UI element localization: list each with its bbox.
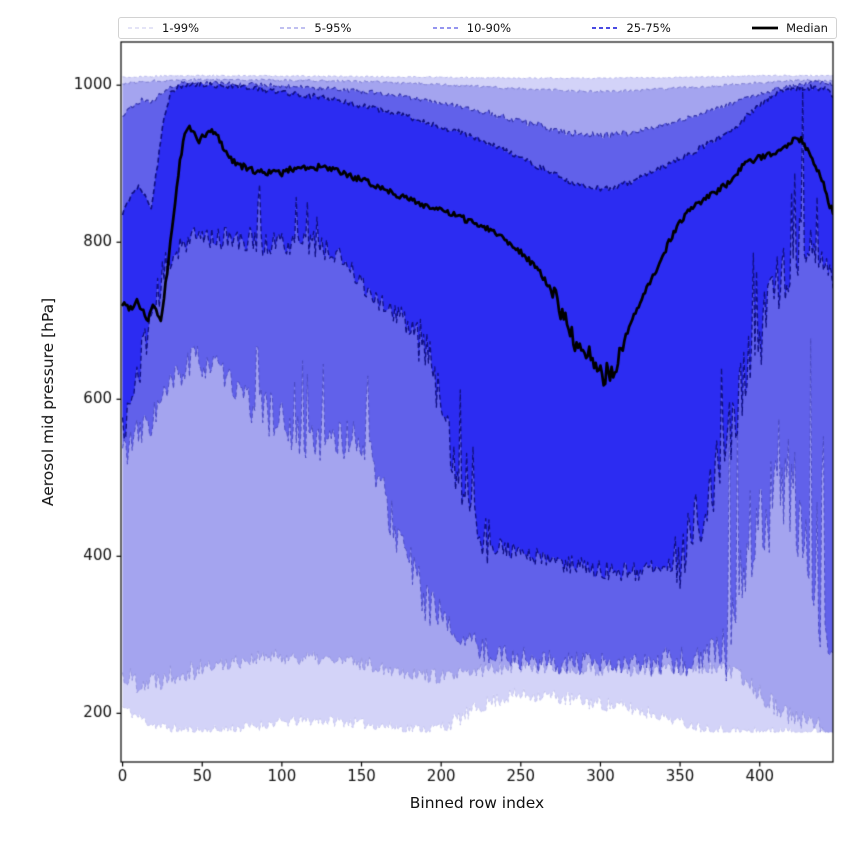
legend-line-sample-5-95 bbox=[280, 27, 307, 29]
legend-item-10-90: 10-90% bbox=[432, 21, 511, 35]
legend-label-25-75: 25-75% bbox=[626, 21, 671, 35]
legend-label-1-99: 1-99% bbox=[162, 21, 200, 35]
legend: 1-99% 5-95% 10-90% 25-75% Median bbox=[118, 17, 837, 39]
legend-label-median: Median bbox=[786, 21, 828, 35]
legend-line-sample-1-99 bbox=[128, 27, 154, 29]
legend-item-1-99: 1-99% bbox=[127, 21, 199, 35]
legend-line-sample-median bbox=[752, 26, 779, 30]
legend-line-sample-25-75 bbox=[592, 27, 619, 29]
legend-line-sample-10-90 bbox=[432, 27, 459, 29]
y-axis-label: Aerosol mid pressure [hPa] bbox=[39, 297, 57, 507]
legend-label-5-95: 5-95% bbox=[314, 21, 352, 35]
x-axis-label: Binned row index bbox=[409, 794, 545, 812]
legend-item-median: Median bbox=[751, 21, 828, 35]
legend-label-10-90: 10-90% bbox=[466, 21, 512, 35]
legend-item-5-95: 5-95% bbox=[279, 21, 351, 35]
legend-item-25-75: 25-75% bbox=[591, 21, 671, 35]
